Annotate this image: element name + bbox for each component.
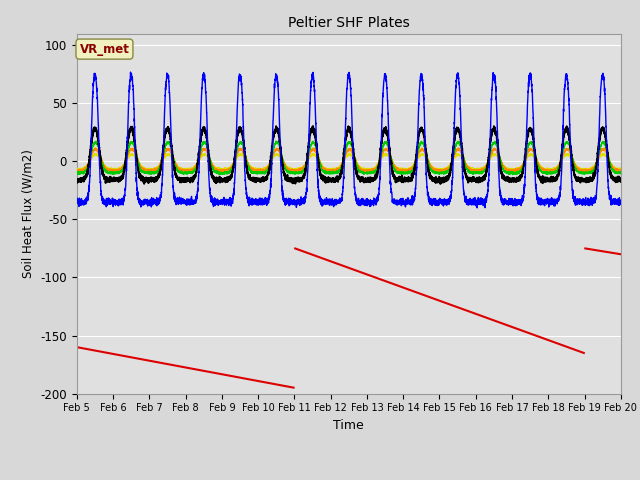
pSHF 3	[281, 164, 289, 170]
pSHF 2	[399, 199, 407, 205]
pSHF 1	[399, 285, 407, 290]
pSHF 2	[127, 69, 134, 75]
pSHF 2	[617, 198, 625, 204]
pSHF 2	[474, 205, 481, 211]
Line: pSHF 5: pSHF 5	[77, 153, 621, 171]
pSHF 5	[75, 168, 83, 174]
pSHF 4	[399, 169, 407, 175]
Hukseflux	[520, 160, 528, 166]
Line: Hukseflux: Hukseflux	[77, 126, 621, 184]
pSHF 2	[427, 199, 435, 204]
pSHF 1	[281, 383, 289, 389]
pSHF 5	[479, 165, 487, 170]
pSHF 1	[520, 328, 528, 334]
pSHF 3	[272, 138, 280, 144]
Hukseflux	[399, 177, 407, 182]
pSHF 1	[479, 313, 486, 319]
Hukseflux	[479, 176, 487, 182]
Hukseflux	[427, 172, 435, 178]
pSHF 2	[520, 188, 528, 193]
pSHF 3	[617, 169, 625, 175]
pSHF 3	[427, 166, 435, 172]
pSHF 4	[172, 162, 180, 168]
pSHF 4	[617, 168, 625, 174]
Hukseflux	[617, 177, 625, 182]
Line: pSHF 1: pSHF 1	[77, 249, 621, 388]
pSHF 5	[399, 167, 407, 172]
pSHF 3	[509, 172, 516, 178]
pSHF 4	[479, 166, 487, 172]
Hukseflux	[281, 171, 289, 177]
pSHF 1	[617, 252, 625, 257]
pSHF 2	[281, 202, 289, 207]
pSHF 5	[73, 166, 81, 171]
pSHF 2	[479, 197, 487, 203]
pSHF 4	[281, 162, 289, 168]
pSHF 3	[399, 170, 407, 176]
pSHF 3	[520, 160, 528, 166]
Y-axis label: Soil Heat Flux (W/m2): Soil Heat Flux (W/m2)	[22, 149, 35, 278]
Line: pSHF 4: pSHF 4	[77, 148, 621, 172]
pSHF 1	[427, 295, 435, 300]
Line: pSHF 2: pSHF 2	[77, 72, 621, 208]
pSHF 4	[76, 169, 83, 175]
pSHF 5	[617, 167, 625, 172]
pSHF 3	[479, 169, 486, 175]
pSHF 5	[520, 159, 528, 165]
Hukseflux	[73, 177, 81, 182]
pSHF 4	[73, 168, 81, 174]
pSHF 3	[172, 164, 179, 170]
Text: VR_met: VR_met	[79, 43, 129, 56]
Title: Peltier SHF Plates: Peltier SHF Plates	[288, 16, 410, 30]
X-axis label: Time: Time	[333, 419, 364, 432]
pSHF 5	[427, 163, 435, 168]
pSHF 5	[172, 161, 180, 167]
Line: pSHF 3: pSHF 3	[77, 141, 621, 175]
Hukseflux	[436, 181, 444, 187]
Legend: pSHF 1, pSHF 2, pSHF 3, pSHF 4, pSHF 5, Hukseflux: pSHF 1, pSHF 2, pSHF 3, pSHF 4, pSHF 5, …	[132, 477, 565, 480]
pSHF 5	[281, 161, 289, 167]
pSHF 3	[73, 170, 81, 176]
pSHF 1	[172, 363, 179, 369]
Hukseflux	[309, 123, 317, 129]
pSHF 4	[454, 145, 462, 151]
pSHF 5	[346, 150, 353, 156]
pSHF 2	[73, 196, 81, 202]
pSHF 1	[73, 344, 81, 350]
pSHF 4	[427, 163, 435, 169]
Hukseflux	[172, 170, 179, 176]
pSHF 4	[520, 160, 528, 166]
pSHF 2	[172, 195, 180, 201]
